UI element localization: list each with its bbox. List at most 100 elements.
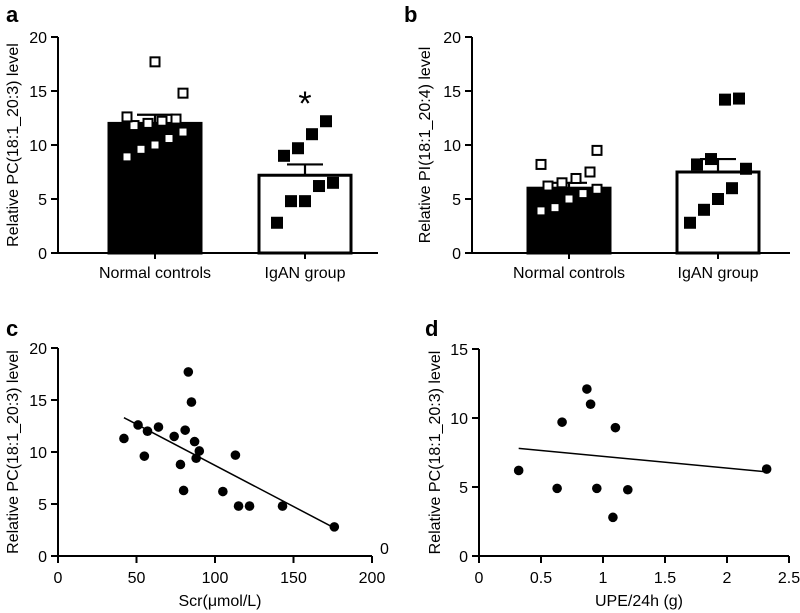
panel-a-data-point xyxy=(285,195,297,208)
panel-c-regression-line xyxy=(123,417,335,529)
panel-b-data-point xyxy=(698,203,710,216)
panel-d-y-tick-label: 5 xyxy=(459,480,468,497)
panel-d-data-point xyxy=(608,512,618,523)
panel-a-y-tick-label: 15 xyxy=(29,84,47,101)
panel-c-data-point xyxy=(169,431,179,442)
panel-b-data-point xyxy=(591,183,603,195)
panel-letter-c: c xyxy=(6,316,18,341)
panel-c-scatter-plot: 0 5 10 15 20 Relative PC(18:1_20:3) level 0 50 1… xyxy=(5,341,389,610)
panel-d-y-tick-label: 15 xyxy=(450,342,468,359)
panel-d-y-axis-label: Relative PC(18:1_20:3) level xyxy=(427,351,444,555)
panel-c-x-axis-label: Scr(μmol/L) xyxy=(179,593,262,610)
panel-c-x-tick-label: 0 xyxy=(54,570,63,587)
panel-b-data-point xyxy=(556,177,568,189)
panel-c-y-tick-label: 10 xyxy=(29,445,47,462)
panel-d-y-tick-label: 10 xyxy=(450,411,468,428)
panel-c-data-point xyxy=(119,433,129,444)
panel-a-data-point xyxy=(156,115,168,127)
panel-d-data-point xyxy=(557,417,567,427)
panel-c-data-point xyxy=(218,486,228,497)
panel-b-y-tick-label: 20 xyxy=(443,30,461,47)
panel-d-x-tick-label: 1 xyxy=(599,570,608,587)
panel-a-y-axis-label: Relative PC(18:1_20:3) level xyxy=(5,43,22,247)
panel-c-x-tick-label: 150 xyxy=(280,570,307,587)
panel-c-data-point xyxy=(153,422,164,432)
panel-c-y-tick-label: 20 xyxy=(29,341,47,358)
panel-b-y-tick-label: 15 xyxy=(443,84,461,101)
panel-c-data-point xyxy=(139,451,150,461)
panel-c-y-tick-label: 0 xyxy=(38,549,47,566)
panel-c-data-point xyxy=(175,459,186,470)
panel-a-bar-chart: 0 5 10 15 20 Relative PC(18:1_20:3) level Norm… xyxy=(5,30,378,282)
panel-b-data-point xyxy=(584,166,596,178)
panel-a-data-point xyxy=(177,126,189,138)
panel-c-data-point xyxy=(277,501,288,511)
panel-a-y-tick-label: 5 xyxy=(38,192,47,209)
panel-a-category-label: IgAN group xyxy=(265,265,346,282)
panel-d-x-axis-label: UPE/24h (g) xyxy=(595,593,683,610)
panel-b-y-tick-label: 0 xyxy=(452,246,461,263)
panel-b-data-point xyxy=(549,202,561,214)
panel-d-data-point xyxy=(552,483,562,494)
panel-c-data-point xyxy=(178,485,189,496)
panel-c-data-point xyxy=(183,367,194,377)
panel-b-data-point xyxy=(726,182,738,195)
panel-a-data-point xyxy=(135,143,147,155)
panel-a-data-point xyxy=(142,117,154,129)
panel-c-y-tick-label: 15 xyxy=(29,393,47,410)
panel-letter-a: a xyxy=(6,2,19,27)
panel-c-y-tick-label: 5 xyxy=(38,497,47,514)
panel-a-data-point xyxy=(128,120,140,132)
panel-b-data-point xyxy=(740,162,752,175)
panel-a-data-point xyxy=(292,142,304,155)
panel-d-y-tick-label: 0 xyxy=(459,549,468,566)
panel-b-data-point xyxy=(570,172,582,184)
panel-a-data-point xyxy=(149,56,161,68)
panel-d-data-point xyxy=(623,484,633,495)
panel-b-data-point xyxy=(719,93,731,106)
panel-b-bar xyxy=(675,170,761,255)
panel-c-data-point xyxy=(191,453,201,464)
panel-c-corner-label: 0 xyxy=(380,541,389,558)
panel-c-x-tick-label: 50 xyxy=(128,570,146,587)
panel-letter-d: d xyxy=(425,316,438,341)
panel-b-data-point xyxy=(535,158,547,170)
panel-b-y-axis-label: Relative PI(18:1_20:4) level xyxy=(417,47,434,244)
panel-b-y-tick-label: 10 xyxy=(443,138,461,155)
panel-a-data-point xyxy=(327,176,339,189)
panel-letter-b: b xyxy=(404,2,417,27)
panel-a-data-point xyxy=(163,133,175,145)
panel-a-data-point xyxy=(320,115,332,128)
panel-a-y-tick-label: 10 xyxy=(29,138,47,155)
panel-a-data-point xyxy=(278,149,290,162)
panel-c-data-point xyxy=(244,501,255,511)
panel-d-x-tick-label: 2.5 xyxy=(778,570,800,587)
panel-a-data-point xyxy=(170,113,182,125)
panel-c-data-point xyxy=(142,426,153,437)
panel-b-bar-chart: 0 5 10 15 20 Relative PI(18:1_20:4) level Norm… xyxy=(417,30,790,282)
panel-c-data-point xyxy=(186,397,197,407)
panel-b-data-point xyxy=(577,188,589,200)
panel-d-data-point xyxy=(592,483,602,494)
panel-c-data-point xyxy=(233,501,244,511)
panel-b-data-point xyxy=(591,144,603,156)
panel-d-data-point xyxy=(585,399,596,410)
panel-d-data-point xyxy=(582,384,592,394)
panel-a-data-point xyxy=(313,180,325,193)
panel-a-category-label: Normal controls xyxy=(99,265,211,282)
panel-d-scatter-plot: 0 5 10 15 Relative PC(18:1_20:3) level 0 0.5 1 1… xyxy=(427,342,800,610)
panel-a-data-point xyxy=(121,151,133,163)
panel-b-category-label: IgAN group xyxy=(678,265,759,282)
panel-b-data-point xyxy=(733,92,745,105)
panel-a-data-point xyxy=(271,216,283,229)
panel-c-data-point xyxy=(189,436,200,447)
panel-b-data-point xyxy=(684,216,696,229)
panel-a-significance-mark: * xyxy=(298,85,311,123)
panel-b-y-tick-label: 5 xyxy=(452,192,461,209)
panel-d-data-point xyxy=(610,422,621,433)
panel-c-data-point xyxy=(329,522,340,532)
panel-b-data-point xyxy=(563,193,575,205)
panel-b-data-point xyxy=(712,193,724,205)
panel-a-data-point xyxy=(121,111,133,123)
